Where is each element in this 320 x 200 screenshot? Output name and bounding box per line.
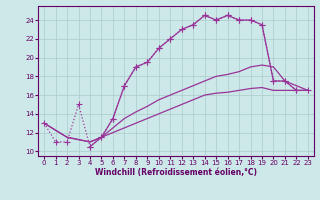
X-axis label: Windchill (Refroidissement éolien,°C): Windchill (Refroidissement éolien,°C) xyxy=(95,168,257,177)
